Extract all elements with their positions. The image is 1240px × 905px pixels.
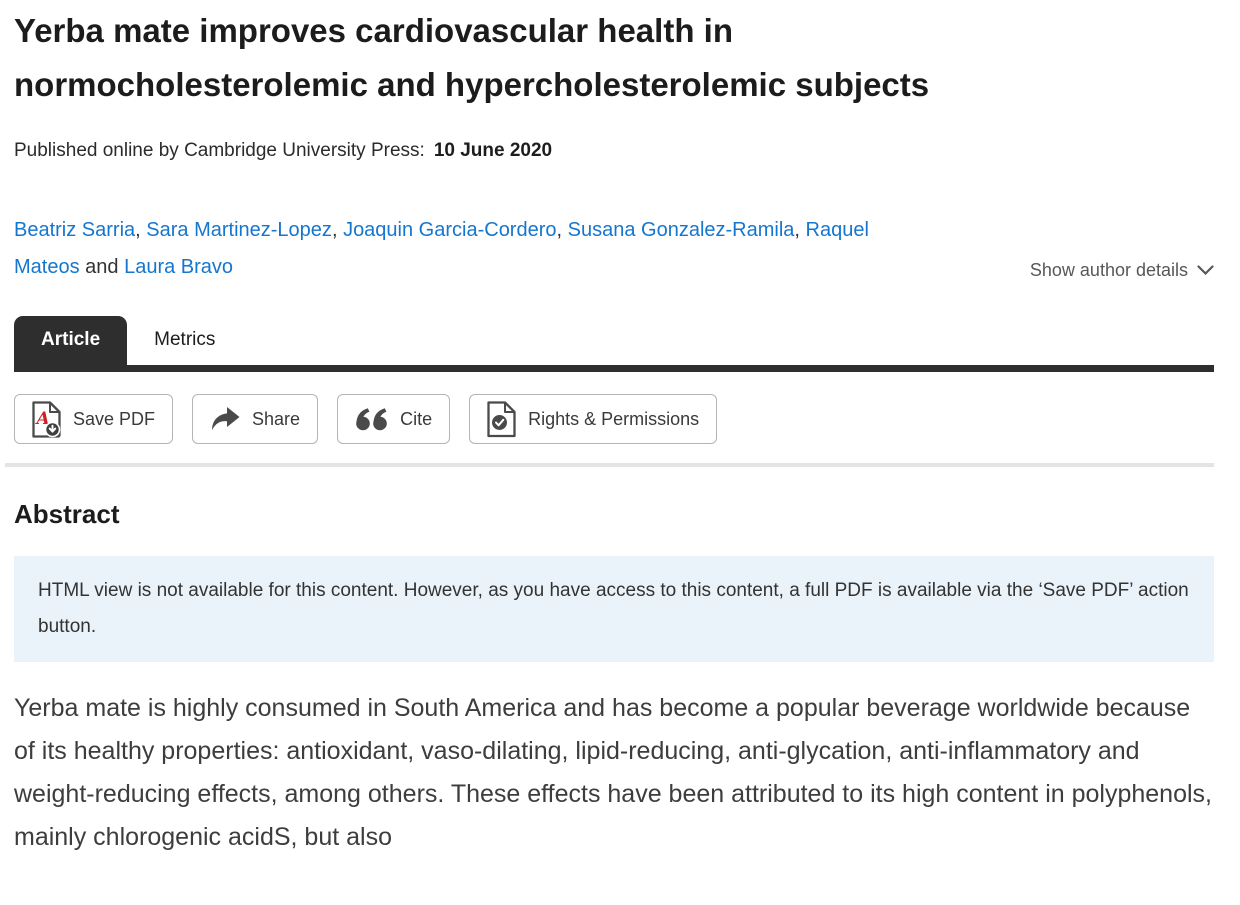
author-link[interactable]: Laura Bravo bbox=[124, 256, 234, 278]
published-line: Published online by Cambridge University… bbox=[14, 140, 1214, 162]
html-unavailable-notice: HTML view is not available for this cont… bbox=[14, 556, 1214, 662]
rights-permissions-button[interactable]: Rights & Permissions bbox=[469, 394, 718, 444]
rights-permissions-label: Rights & Permissions bbox=[528, 408, 700, 429]
authors-row: Beatriz Sarria, Sara Martinez-Lopez, Joa… bbox=[14, 212, 1214, 286]
cite-label: Cite bbox=[400, 408, 433, 429]
action-toolbar: A Save PDF Share Cite bbox=[14, 394, 1214, 444]
save-pdf-label: Save PDF bbox=[73, 408, 156, 429]
share-button[interactable]: Share bbox=[192, 394, 319, 444]
show-author-details-toggle[interactable]: Show author details bbox=[1030, 260, 1214, 286]
share-label: Share bbox=[252, 408, 301, 429]
tab-metrics[interactable]: Metrics bbox=[154, 329, 216, 350]
tabs: Article Metrics bbox=[14, 316, 1214, 372]
author-link[interactable]: Sara Martinez-Lopez bbox=[146, 219, 332, 241]
save-pdf-button[interactable]: A Save PDF bbox=[14, 394, 174, 444]
published-date: 10 June 2020 bbox=[433, 140, 553, 161]
show-author-details-label: Show author details bbox=[1029, 260, 1188, 280]
article-page: Yerba mate improves cardiovascular healt… bbox=[5, 4, 1214, 859]
svg-text:A: A bbox=[35, 409, 50, 429]
author-link[interactable]: Beatriz Sarria bbox=[14, 219, 136, 241]
article-title: Yerba mate improves cardiovascular healt… bbox=[14, 12, 930, 103]
document-check-icon bbox=[487, 400, 516, 437]
published-prefix: Published online by Cambridge University… bbox=[14, 140, 425, 161]
author-link[interactable]: Joaquin Garcia-Cordero bbox=[343, 219, 557, 241]
tab-article[interactable]: Article bbox=[14, 316, 128, 365]
pdf-download-icon: A bbox=[32, 400, 61, 438]
author-link[interactable]: Raquel Mateos bbox=[14, 219, 869, 278]
share-arrow-icon bbox=[212, 406, 240, 430]
author-list: Beatriz Sarria, Sara Martinez-Lopez, Joa… bbox=[14, 219, 869, 278]
abstract-text: Yerba mate is highly consumed in South A… bbox=[14, 694, 1212, 851]
abstract-heading: Abstract bbox=[14, 499, 120, 529]
author-link[interactable]: Susana Gonzalez-Ramila bbox=[567, 219, 795, 241]
section-divider bbox=[5, 463, 1214, 467]
chevron-down-icon bbox=[1197, 265, 1214, 276]
quote-icon bbox=[356, 408, 387, 431]
author-and-separator: and bbox=[79, 256, 125, 278]
cite-button[interactable]: Cite bbox=[337, 394, 451, 444]
